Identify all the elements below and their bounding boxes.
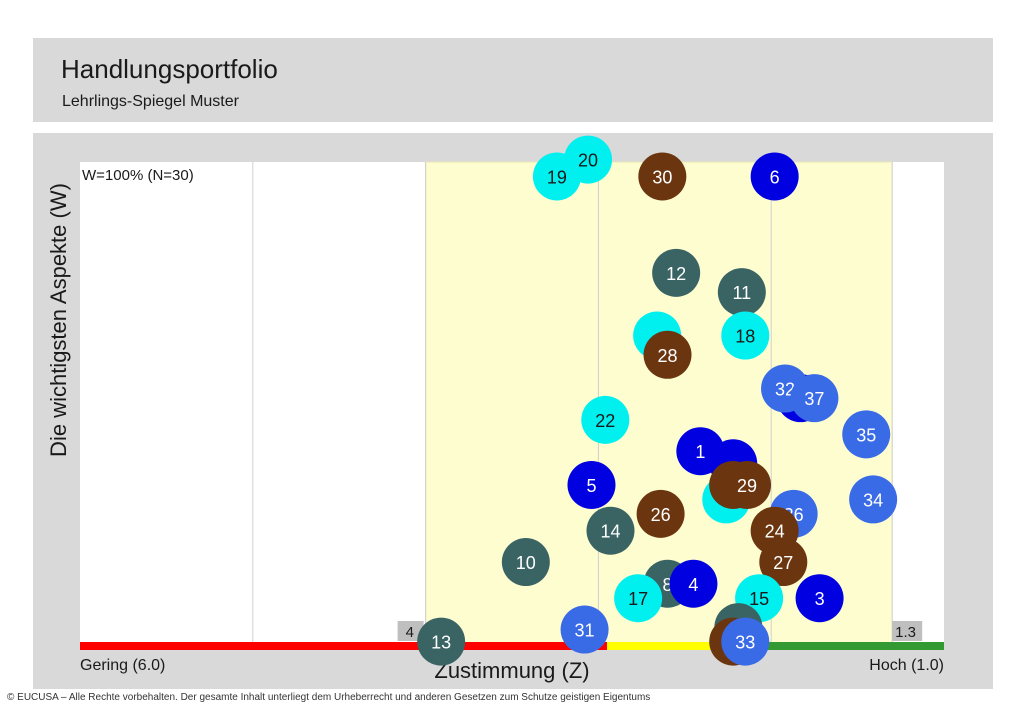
data-point	[636, 489, 685, 538]
band-end-label: 1.3	[895, 624, 916, 641]
band-start-label: 4	[406, 624, 414, 641]
data-point-label: 11	[732, 283, 751, 303]
data-point-label: 12	[666, 264, 686, 284]
data-point-label: 32	[775, 380, 795, 400]
data-point-label: 31	[575, 621, 595, 641]
header-panel: Handlungsportfolio Lehrlings-Spiegel Mus…	[33, 38, 993, 122]
scale-bar-segment	[607, 642, 754, 650]
data-point	[417, 617, 466, 666]
data-point	[842, 410, 891, 459]
data-point	[790, 374, 839, 423]
data-point-label: 37	[804, 389, 824, 409]
data-point-label: 6	[770, 167, 780, 187]
data-point-label: 13	[431, 633, 451, 653]
band-start-box	[397, 621, 424, 641]
page-subtitle: Lehrlings-Spiegel Muster	[62, 93, 239, 110]
data-point-label: 34	[863, 490, 883, 510]
data-point-label: 22	[595, 411, 615, 431]
data-point-label: 29	[737, 476, 757, 496]
data-point	[614, 574, 663, 623]
data-point	[723, 460, 772, 509]
data-point	[560, 605, 609, 654]
data-point-label: 30	[652, 167, 672, 187]
x-max-label: Hoch (1.0)	[869, 657, 944, 674]
data-point-label: 27	[773, 553, 793, 573]
data-point	[721, 311, 770, 360]
data-point	[759, 538, 808, 587]
data-point-label: 18	[735, 327, 755, 347]
data-point-label: 4	[688, 575, 698, 595]
data-point	[567, 460, 616, 509]
data-point-label: 1	[695, 442, 705, 462]
data-point	[750, 152, 799, 201]
data-point	[586, 506, 635, 555]
scale-bar-segment	[80, 642, 608, 650]
data-point-label: 3	[815, 589, 825, 609]
data-point	[638, 152, 687, 201]
data-point	[669, 559, 718, 608]
copyright-footer: © EUCUSA – Alle Rechte vorbehalten. Der …	[7, 692, 651, 703]
x-min-label: Gering (6.0)	[80, 657, 165, 674]
data-point	[721, 617, 770, 666]
data-point-label: 17	[628, 589, 648, 609]
data-point-label: 10	[516, 553, 536, 573]
band-end-box	[892, 621, 923, 641]
data-point-label: 26	[651, 505, 671, 525]
data-point	[849, 475, 898, 524]
data-point-label: 14	[600, 522, 620, 542]
data-point	[501, 538, 550, 587]
data-point	[532, 152, 581, 201]
data-point-label: 24	[765, 522, 785, 542]
data-point	[717, 268, 766, 317]
y-axis-label: Die wichtigsten Aspekte (W)	[46, 183, 71, 457]
data-point-label: 19	[547, 167, 567, 187]
scale-bar-segment	[753, 642, 944, 650]
data-point	[795, 574, 844, 623]
x-axis-label: Zustimmung (Z)	[434, 658, 589, 683]
data-point-label: 28	[658, 346, 678, 366]
data-point-label: 8	[663, 575, 673, 595]
data-point-label: 20	[578, 151, 598, 171]
data-point-label: 5	[586, 476, 596, 496]
data-point	[581, 395, 630, 444]
data-point-label: 15	[749, 589, 769, 609]
data-point-label: 33	[735, 633, 755, 653]
data-point-label: 35	[856, 425, 876, 445]
page-title: Handlungsportfolio	[61, 54, 278, 84]
data-point	[652, 248, 701, 297]
top-percent-label: W=100% (N=30)	[82, 167, 194, 184]
data-point	[643, 330, 692, 379]
